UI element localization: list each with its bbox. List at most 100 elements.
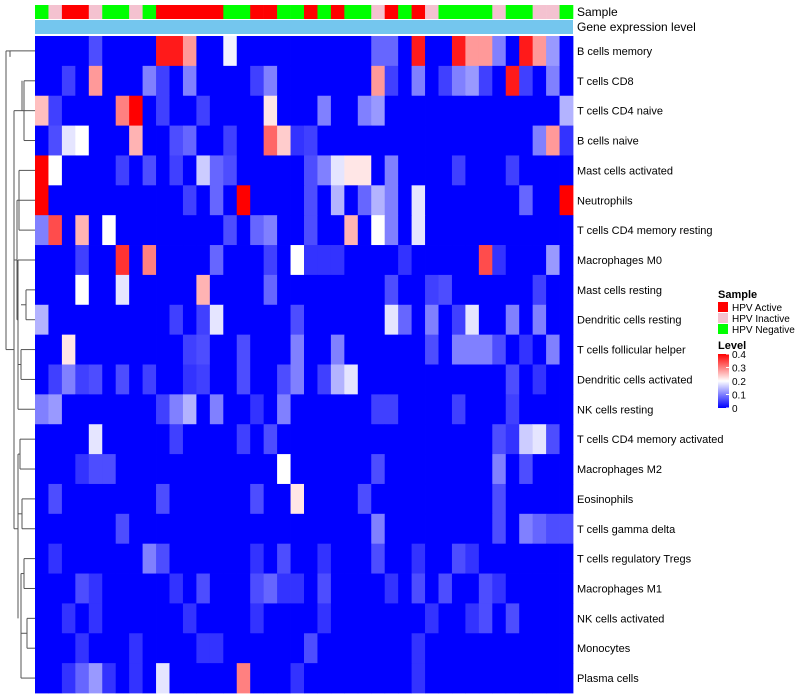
heatmap-cell bbox=[277, 483, 291, 515]
heatmap-cell bbox=[48, 245, 63, 276]
sample-annotation-cell bbox=[317, 5, 332, 19]
heatmap-cell bbox=[478, 364, 493, 395]
heatmap-cell bbox=[169, 603, 184, 634]
heatmap-cell bbox=[290, 364, 305, 395]
heatmap-cell bbox=[102, 274, 117, 306]
sample-annotation-cell bbox=[156, 5, 170, 19]
heatmap-cell bbox=[519, 65, 534, 97]
heatmap-cell bbox=[546, 215, 560, 246]
heatmap-cell bbox=[75, 454, 90, 485]
heatmap-cell bbox=[209, 483, 224, 515]
heatmap-cell bbox=[451, 215, 466, 246]
heatmap-cell bbox=[505, 36, 520, 67]
heatmap-cell bbox=[75, 304, 90, 336]
heatmap-cell bbox=[344, 543, 359, 574]
heatmap-cell bbox=[317, 543, 332, 574]
heatmap-cell bbox=[129, 603, 143, 634]
heatmap-cell bbox=[250, 603, 265, 634]
heatmap-cell bbox=[196, 394, 211, 425]
heatmap-cell bbox=[559, 483, 574, 515]
heatmap-cell bbox=[115, 215, 130, 246]
heatmap-cell bbox=[546, 633, 560, 664]
heatmap-cell bbox=[88, 245, 103, 276]
heatmap-cell bbox=[505, 513, 520, 545]
heatmap-cell bbox=[384, 454, 399, 485]
heatmap-cell bbox=[559, 274, 574, 306]
heatmap-cell bbox=[61, 513, 76, 545]
heatmap-cell bbox=[438, 573, 453, 604]
heatmap-cell bbox=[156, 543, 170, 574]
sample-annotation-cell bbox=[129, 5, 143, 19]
heatmap-cell bbox=[209, 334, 224, 365]
heatmap-cell bbox=[169, 65, 184, 97]
heatmap-cell bbox=[478, 513, 493, 545]
heatmap-cell bbox=[223, 394, 238, 425]
heatmap-cell bbox=[330, 663, 345, 694]
heatmap-cell bbox=[304, 334, 318, 365]
heatmap-cell bbox=[384, 334, 399, 365]
heatmap-cell bbox=[411, 603, 426, 634]
heatmap-cell bbox=[478, 573, 493, 604]
heatmap-cell bbox=[465, 65, 480, 97]
heatmap-cell bbox=[425, 483, 439, 515]
heatmap-cell bbox=[505, 603, 520, 634]
sample-annotation-cell bbox=[505, 5, 520, 19]
heatmap-cell bbox=[156, 65, 170, 97]
heatmap-cell bbox=[411, 95, 426, 126]
heatmap-cell bbox=[532, 155, 547, 186]
heatmap-cell bbox=[371, 543, 386, 574]
heatmap-cell bbox=[61, 155, 76, 186]
heatmap-cell bbox=[250, 633, 265, 664]
heatmap-cell bbox=[478, 125, 493, 156]
heatmap-cell bbox=[304, 245, 318, 276]
heatmap-cell bbox=[532, 543, 547, 574]
heatmap-cell bbox=[169, 215, 184, 246]
heatmap-cell bbox=[304, 394, 318, 425]
heatmap-cell bbox=[411, 245, 426, 276]
heatmap-cell bbox=[35, 573, 49, 604]
sample-legend-label: HPV Negative bbox=[732, 325, 795, 336]
heatmap-cell bbox=[357, 155, 372, 186]
heatmap-cell bbox=[519, 185, 534, 216]
heatmap-cell bbox=[304, 95, 318, 126]
heatmap-cell bbox=[559, 155, 574, 186]
heatmap-cell bbox=[492, 513, 507, 545]
heatmap-cell bbox=[209, 274, 224, 306]
heatmap-cell bbox=[263, 95, 278, 126]
heatmap-cell bbox=[102, 663, 117, 694]
heatmap-cell bbox=[277, 125, 291, 156]
heatmap-cell bbox=[465, 245, 480, 276]
heatmap-cell bbox=[35, 424, 49, 455]
heatmap-cell bbox=[559, 603, 574, 634]
heatmap-cell bbox=[519, 155, 534, 186]
heatmap-cell bbox=[384, 95, 399, 126]
heatmap-cell bbox=[304, 125, 318, 156]
heatmap-cell bbox=[61, 663, 76, 694]
heatmap-cell bbox=[129, 663, 143, 694]
heatmap-cell bbox=[330, 125, 345, 156]
heatmap-cell bbox=[505, 245, 520, 276]
heatmap-cell bbox=[398, 155, 412, 186]
heatmap-cell bbox=[88, 483, 103, 515]
heatmap-cell bbox=[290, 215, 305, 246]
heatmap-cell bbox=[48, 543, 63, 574]
heatmap-cell bbox=[505, 543, 520, 574]
sample-annotation-cell bbox=[75, 5, 90, 19]
heatmap-cell bbox=[196, 543, 211, 574]
sample-annotation-cell bbox=[546, 5, 560, 19]
heatmap-cell bbox=[519, 274, 534, 306]
heatmap-cell bbox=[317, 245, 332, 276]
heatmap-cell bbox=[492, 483, 507, 515]
heatmap-cell bbox=[61, 573, 76, 604]
heatmap-cell bbox=[290, 424, 305, 455]
heatmap-cell bbox=[263, 454, 278, 485]
heatmap-cell bbox=[48, 603, 63, 634]
heatmap-cell bbox=[196, 215, 211, 246]
heatmap-cell bbox=[559, 424, 574, 455]
heatmap-cell bbox=[35, 543, 49, 574]
heatmap-cell bbox=[465, 125, 480, 156]
heatmap-cell bbox=[250, 513, 265, 545]
heatmap-cell bbox=[317, 454, 332, 485]
heatmap-cell bbox=[357, 513, 372, 545]
